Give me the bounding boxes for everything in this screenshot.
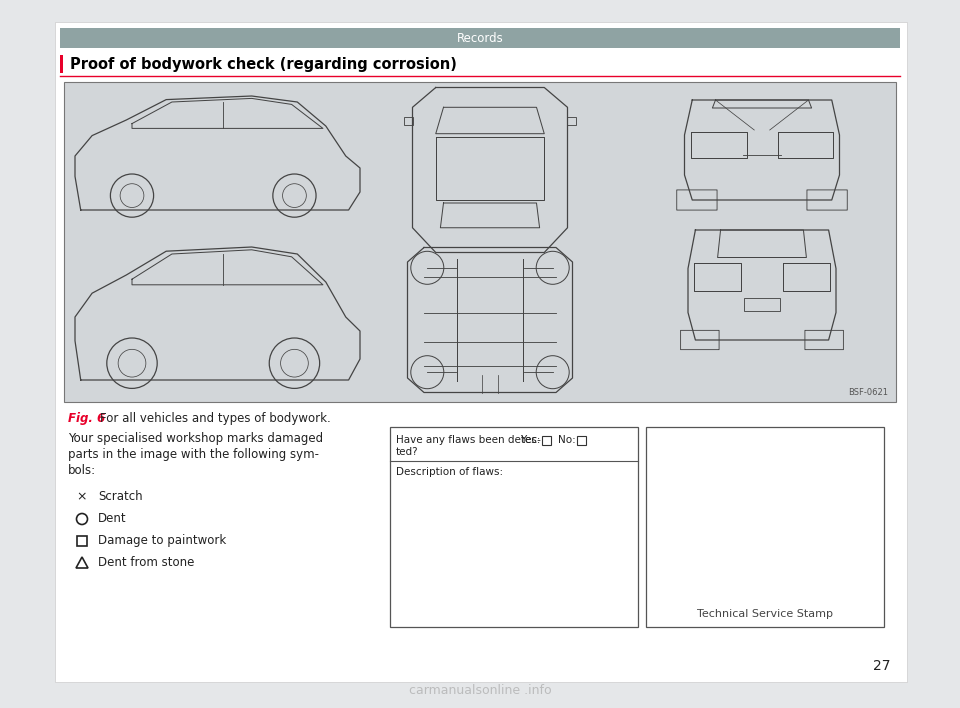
Text: Description of flaws:: Description of flaws: xyxy=(396,467,503,477)
Text: For all vehicles and types of bodywork.: For all vehicles and types of bodywork. xyxy=(100,412,331,425)
Text: Records: Records xyxy=(457,31,503,45)
Text: Technical Service Stamp: Technical Service Stamp xyxy=(697,609,833,619)
Text: 27: 27 xyxy=(873,659,890,673)
Text: Proof of bodywork check (regarding corrosion): Proof of bodywork check (regarding corro… xyxy=(70,57,457,72)
Text: Damage to paintwork: Damage to paintwork xyxy=(98,534,227,547)
Text: carmanualsonline .info: carmanualsonline .info xyxy=(409,683,551,697)
Text: Dent: Dent xyxy=(98,512,127,525)
FancyBboxPatch shape xyxy=(64,82,896,402)
Text: ×: × xyxy=(77,491,87,503)
Text: Your specialised workshop marks damaged: Your specialised workshop marks damaged xyxy=(68,432,324,445)
FancyBboxPatch shape xyxy=(55,22,907,682)
Text: Scratch: Scratch xyxy=(98,490,143,503)
FancyBboxPatch shape xyxy=(60,55,63,73)
Text: bols:: bols: xyxy=(68,464,96,477)
Text: Dent from stone: Dent from stone xyxy=(98,556,194,569)
Text: Fig. 6: Fig. 6 xyxy=(68,412,106,425)
Text: Have any flaws been detec-: Have any flaws been detec- xyxy=(396,435,540,445)
Text: No:: No: xyxy=(558,435,576,445)
Text: Yes:: Yes: xyxy=(520,435,540,445)
FancyBboxPatch shape xyxy=(390,427,638,627)
Text: ted?: ted? xyxy=(396,447,419,457)
Text: BSF-0621: BSF-0621 xyxy=(848,388,888,397)
FancyBboxPatch shape xyxy=(60,28,900,48)
Text: parts in the image with the following sym-: parts in the image with the following sy… xyxy=(68,448,319,461)
FancyBboxPatch shape xyxy=(646,427,884,627)
